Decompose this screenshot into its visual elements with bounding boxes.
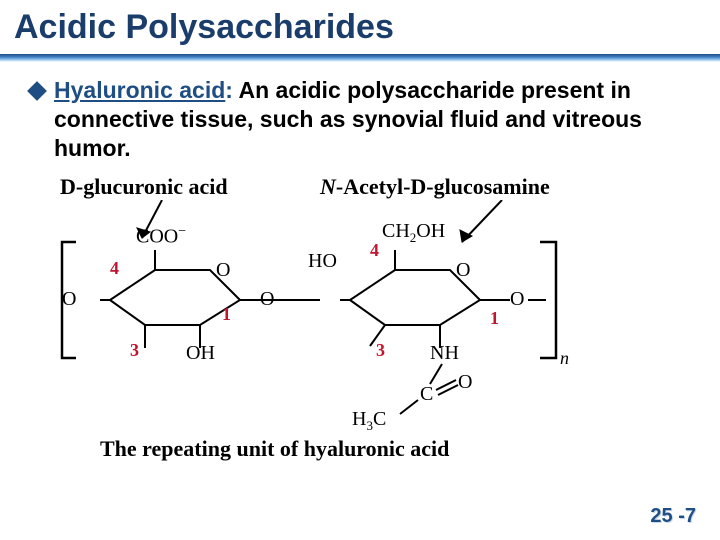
ring-oxygen: O [216, 259, 230, 281]
diagram-caption: The repeating unit of hyaluronic acid [100, 436, 449, 462]
position-3: 3 [130, 340, 139, 361]
label-acetyl: N-Acetyl-D-glucosamine [320, 174, 550, 200]
position-1: 1 [222, 304, 231, 325]
ch2oh-label: CH2OH [382, 220, 445, 246]
o-label: O [510, 288, 524, 311]
ring-oxygen: O [456, 259, 470, 281]
ho-label: HO [308, 250, 337, 273]
position-3: 3 [376, 340, 385, 361]
oh-label: OH [186, 342, 215, 365]
o-label: O [62, 288, 76, 311]
arrow-icon [450, 200, 530, 255]
chemical-diagram: D-glucuronic acid N-Acetyl-D-glucosamine… [90, 180, 630, 470]
bond-icon [528, 296, 548, 306]
svg-text:C: C [420, 383, 433, 405]
position-1: 1 [490, 308, 499, 329]
acetyl-group-icon: C O [390, 360, 500, 430]
glycosidic-bond-icon [265, 280, 325, 320]
h3c-label: H3C [352, 408, 386, 434]
term: Hyaluronic acid [54, 77, 225, 103]
position-4: 4 [370, 240, 379, 261]
italic-n: N [320, 174, 336, 199]
subscript-n: n [560, 348, 569, 369]
bullet-item: Hyaluronic acid: An acidic polysaccharid… [30, 76, 690, 162]
label-glucuronic: D-glucuronic acid [60, 174, 228, 200]
page-number: 25 -7 [650, 505, 696, 528]
coo-label: COO− [136, 224, 186, 249]
position-4: 4 [110, 258, 119, 279]
svg-text:O: O [458, 371, 472, 393]
acetyl-rest: -Acetyl-D-glucosamine [336, 174, 550, 199]
content-area: Hyaluronic acid: An acidic polysaccharid… [0, 62, 720, 162]
term-colon: : [225, 77, 233, 103]
title-underline [0, 54, 720, 62]
diamond-icon [27, 81, 47, 101]
slide-title: Acidic Polysaccharides [14, 8, 706, 47]
title-bar: Acidic Polysaccharides [0, 0, 720, 54]
bullet-text: Hyaluronic acid: An acidic polysaccharid… [54, 76, 690, 162]
ring-left-icon: O [100, 250, 270, 360]
